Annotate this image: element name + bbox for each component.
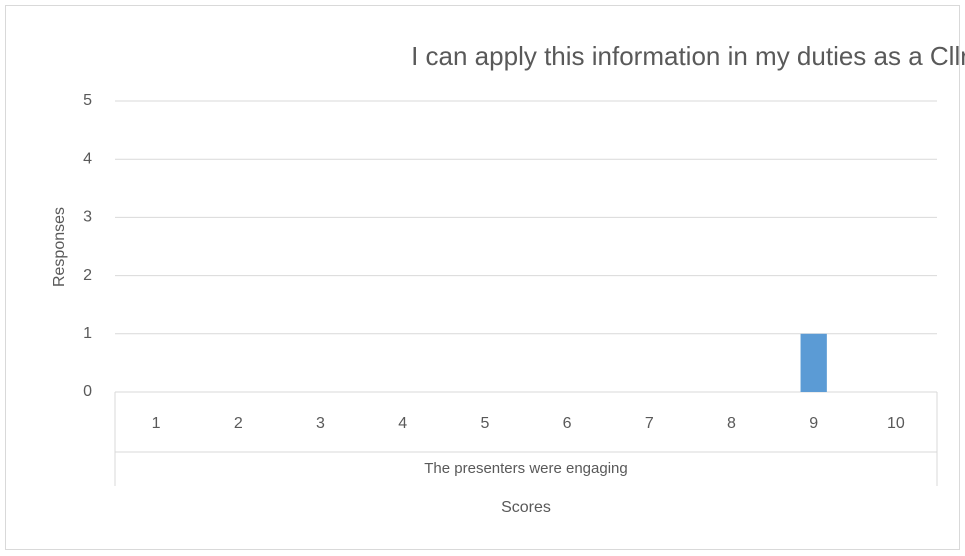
y-tick-label: 0 [83,383,92,400]
chart-border [5,5,960,550]
y-tick-label: 5 [83,92,92,109]
x-tick-label: 5 [480,415,489,432]
chart-title: I can apply this information in my dutie… [411,41,965,71]
x-tick-label: 8 [727,415,736,432]
y-tick-label: 1 [83,325,92,342]
x-tick-label: 4 [398,415,407,432]
x-tick-label: 6 [563,415,572,432]
y-tick-label: 3 [83,209,92,226]
x-tick-label: 7 [645,415,654,432]
x-tick-label: 1 [152,415,161,432]
x-tick-label: 10 [887,415,905,432]
y-tick-label: 4 [83,150,92,167]
category-group-label: The presenters were engaging [424,460,627,477]
y-axis-label: Responses [51,207,68,287]
y-tick-label: 2 [83,267,92,284]
x-tick-label: 2 [234,415,243,432]
bar [800,333,827,392]
x-axis-label: Scores [501,499,551,516]
x-tick-label: 9 [809,415,818,432]
x-tick-label: 3 [316,415,325,432]
